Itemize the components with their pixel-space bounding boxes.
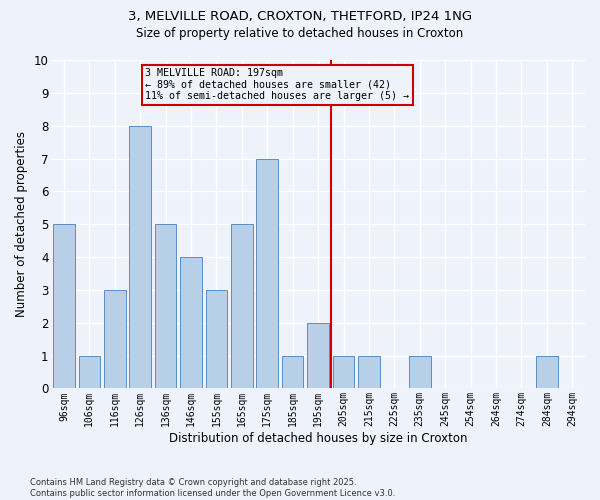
Bar [79, 356, 100, 388]
Bar [307, 322, 329, 388]
Bar [155, 224, 176, 388]
Text: Size of property relative to detached houses in Croxton: Size of property relative to detached ho… [136, 28, 464, 40]
Bar [53, 224, 75, 388]
Bar [180, 257, 202, 388]
Bar [130, 126, 151, 388]
X-axis label: Distribution of detached houses by size in Croxton: Distribution of detached houses by size … [169, 432, 467, 445]
Bar [104, 290, 125, 388]
Text: 3, MELVILLE ROAD, CROXTON, THETFORD, IP24 1NG: 3, MELVILLE ROAD, CROXTON, THETFORD, IP2… [128, 10, 472, 23]
Bar [256, 158, 278, 388]
Text: 3 MELVILLE ROAD: 197sqm
← 89% of detached houses are smaller (42)
11% of semi-de: 3 MELVILLE ROAD: 197sqm ← 89% of detache… [145, 68, 409, 102]
Y-axis label: Number of detached properties: Number of detached properties [15, 131, 28, 317]
Text: Contains HM Land Registry data © Crown copyright and database right 2025.
Contai: Contains HM Land Registry data © Crown c… [30, 478, 395, 498]
Bar [206, 290, 227, 388]
Bar [358, 356, 380, 388]
Bar [536, 356, 557, 388]
Bar [333, 356, 355, 388]
Bar [282, 356, 304, 388]
Bar [231, 224, 253, 388]
Bar [409, 356, 431, 388]
